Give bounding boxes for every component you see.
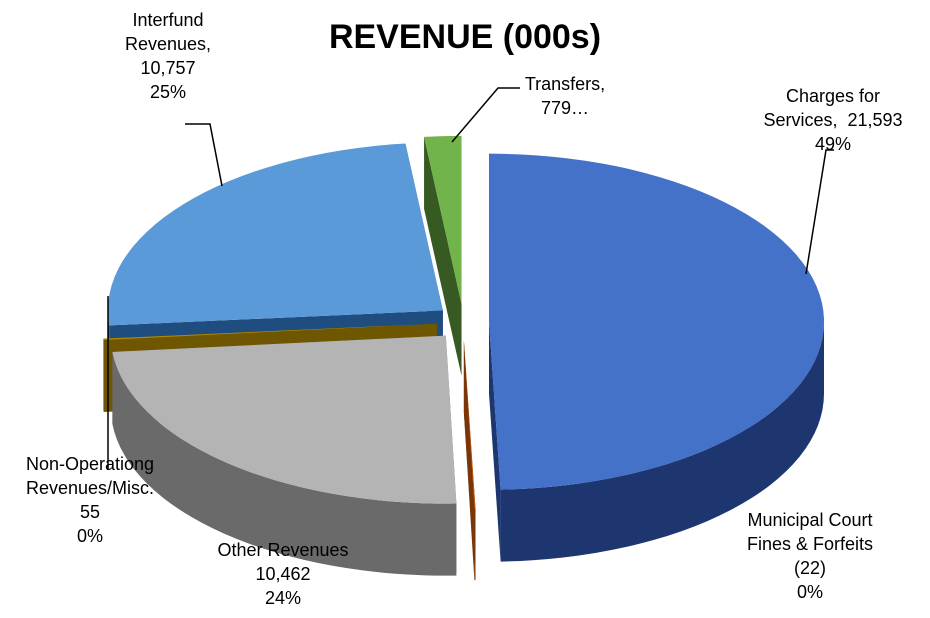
slice [489,153,825,490]
slice-wall [500,321,824,562]
data-label: Non-Operationg Revenues/Misc. 55 0% [5,452,175,548]
data-label: Other Revenues 10,462 24% [198,538,368,610]
slice-side [488,321,501,562]
slice [107,143,443,326]
category-label: Non-Operationg Revenues/Misc. [25,454,155,498]
data-label: Interfund Revenues, 10,757 25% [118,8,218,104]
leader-line [451,87,520,143]
leader-line [805,149,834,275]
value-label: 10,757 [140,58,196,78]
value-label: 55 [79,502,101,522]
percent-label: 25% [149,82,187,102]
category-label: Charges for Services, [763,86,881,130]
slice-side [463,340,475,581]
value-label: 10,462 [255,564,311,584]
data-label: Transfers, 779… [510,72,620,120]
category-label: Municipal Court Fines & Forfeits [746,510,874,554]
category-label: Interfund Revenues, [124,10,212,54]
slice [112,335,457,504]
value-label: (22) [793,558,826,578]
percent-label: 49% [814,134,852,154]
percent-label: 24% [264,588,302,608]
data-label: Municipal Court Fines & Forfeits (22) 0% [730,508,890,604]
percent-label: 0% [796,582,823,602]
chart-title: REVENUE (000s) [328,18,602,56]
slice-wall [474,508,476,581]
category-label: Other Revenues [217,540,349,560]
slice [103,323,438,340]
percent-label: 0% [76,526,103,546]
value-label: 779… [540,98,590,118]
data-label: Charges for Services, 21,593 49% [748,84,918,156]
leader-line [185,123,223,187]
slice [463,340,476,509]
slice-wall [112,351,457,576]
slice-side [424,136,462,376]
category-label: Transfers, [524,74,606,94]
slice [424,135,462,304]
value-label: 21,593 [847,110,903,130]
